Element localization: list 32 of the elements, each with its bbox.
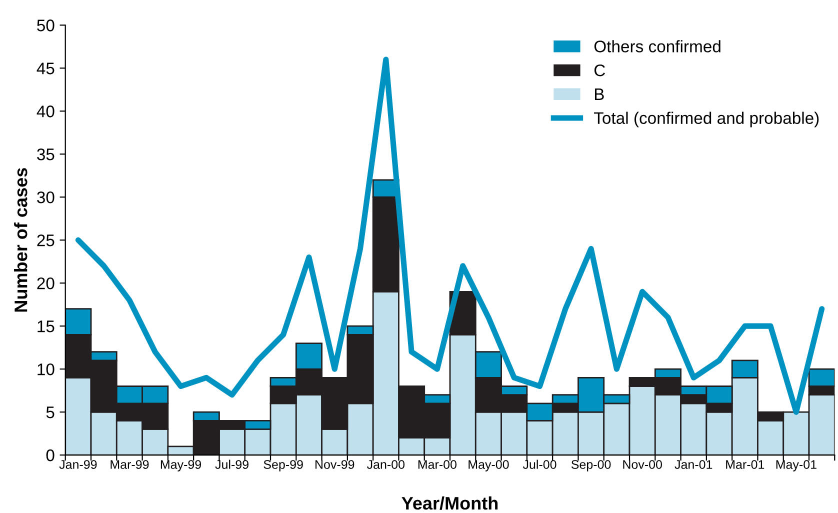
x-tick-label: Jul-00: [522, 460, 556, 469]
y-tick-label: 5: [46, 406, 54, 418]
x-tick-label: May-01: [776, 460, 816, 472]
x-tick-label: Nov-99: [315, 460, 354, 469]
y-tick-label: 0: [46, 449, 54, 462]
x-tick-label: Mar-01: [726, 460, 764, 469]
x-tick-label: Mar-00: [418, 460, 456, 469]
y-tick-label: 10: [38, 363, 54, 376]
x-tick-label: Nov-00: [623, 460, 662, 469]
legend-label: Others confirmed: [594, 40, 720, 52]
x-tick-label: Sep-00: [571, 460, 611, 472]
x-axis-title: Year/Month: [402, 496, 498, 510]
y-axis-title: Number of cases: [14, 168, 28, 312]
y-tick-label: 20: [37, 277, 54, 290]
y-tick-label: 15: [38, 320, 54, 332]
x-tick-label: May-00: [468, 460, 509, 472]
legend-label: Total (confirmed and probable): [594, 112, 819, 128]
y-tick-label: 40: [36, 106, 54, 118]
x-tick-label: Jan-99: [59, 460, 97, 469]
legend-label: C: [594, 64, 606, 76]
legend-label: B: [594, 88, 604, 100]
x-tick-label: May-99: [160, 460, 202, 472]
y-tick-label: 50: [37, 20, 54, 32]
x-tick-label: Jul-99: [215, 460, 248, 469]
x-tick-label: Jan-00: [366, 460, 405, 469]
y-tick-label: 30: [37, 191, 54, 204]
x-tick-label: Sep-99: [264, 460, 303, 472]
x-tick-label: Mar-99: [110, 460, 149, 469]
x-tick-label: Jan-01: [674, 460, 712, 469]
y-tick-label: 35: [37, 148, 54, 160]
y-tick-label: 45: [36, 62, 54, 74]
y-tick-label: 25: [37, 234, 54, 246]
